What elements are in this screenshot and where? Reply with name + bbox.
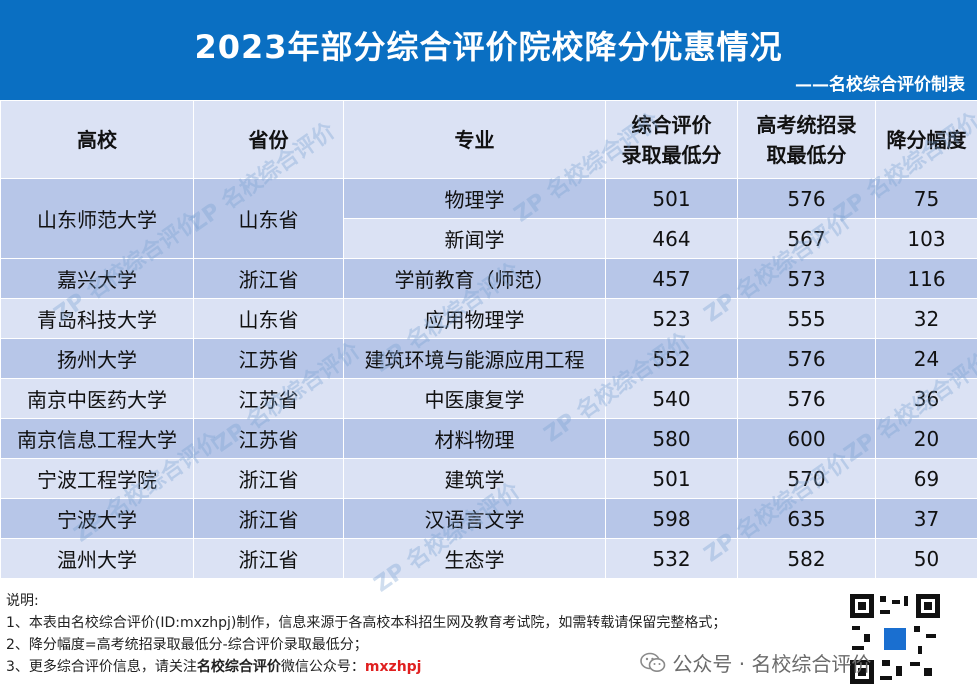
cell-major: 建筑环境与能源应用工程 bbox=[343, 338, 606, 379]
cell-province: 浙江省 bbox=[193, 258, 344, 299]
cell-school: 宁波工程学院 bbox=[0, 458, 194, 499]
cell-gaokao: 576 bbox=[737, 338, 876, 379]
cell-major: 生态学 bbox=[343, 538, 606, 579]
table-row: 宁波工程学院 浙江省 建筑学 501 570 69 bbox=[0, 458, 977, 499]
cell-province: 江苏省 bbox=[193, 378, 344, 419]
cell-gaokao: 600 bbox=[737, 418, 876, 459]
cell-reduction: 36 bbox=[875, 378, 977, 419]
cell-reduction: 69 bbox=[875, 458, 977, 499]
table-row: 青岛科技大学 山东省 应用物理学 523 555 32 bbox=[0, 298, 977, 339]
note-line-2: 2、降分幅度=高考统招录取最低分-综合评价录取最低分； bbox=[6, 637, 368, 653]
table-row: 南京中医药大学 江苏省 中医康复学 540 576 36 bbox=[0, 378, 977, 419]
table-row: 山东师范大学 山东省 物理学 501 576 75 bbox=[0, 178, 977, 259]
header-gaokao-min: 高考统招录 取最低分 bbox=[737, 100, 876, 179]
cell-gaokao: 635 bbox=[737, 498, 876, 539]
cell-comp: 580 bbox=[605, 418, 738, 459]
title-banner: 2023年部分综合评价院校降分优惠情况 ——名校综合评价制表 bbox=[0, 0, 977, 100]
header-province: 省份 bbox=[193, 100, 344, 179]
note-line-1: 1、本表由名校综合评价(ID:mxzhpj)制作，信息来源于各高校本科招生网及教… bbox=[6, 615, 727, 631]
cell-school: 南京信息工程大学 bbox=[0, 418, 194, 459]
table-row: 新闻学 464 567 103 bbox=[1, 218, 977, 259]
table-credit: ——名校综合评价制表 bbox=[795, 75, 965, 95]
cell-comp: 523 bbox=[605, 298, 738, 339]
cell-comp: 532 bbox=[605, 538, 738, 579]
cell-reduction: 75 bbox=[875, 178, 977, 219]
qr-logo bbox=[884, 628, 906, 650]
cell-reduction: 32 bbox=[875, 298, 977, 339]
table-row: 扬州大学 江苏省 建筑环境与能源应用工程 552 576 24 bbox=[0, 338, 977, 379]
cell-comp: 540 bbox=[605, 378, 738, 419]
header-major: 专业 bbox=[343, 100, 606, 179]
cell-reduction: 50 bbox=[875, 538, 977, 579]
note-line-3: 3、更多综合评价信息，请关注名校综合评价微信公众号：mxzhpj bbox=[6, 659, 422, 675]
cell-reduction: 116 bbox=[875, 258, 977, 299]
cell-province: 浙江省 bbox=[193, 458, 344, 499]
cell-school: 扬州大学 bbox=[0, 338, 194, 379]
header-reduction: 降分幅度 bbox=[875, 100, 977, 179]
cell-gaokao: 576 bbox=[737, 178, 876, 219]
notes-heading: 说明: bbox=[6, 593, 39, 609]
qr-code bbox=[850, 594, 940, 684]
cell-comp: 457 bbox=[605, 258, 738, 299]
cell-reduction: 24 bbox=[875, 338, 977, 379]
table-row: 南京信息工程大学 江苏省 材料物理 580 600 20 bbox=[0, 418, 977, 459]
cell-reduction: 20 bbox=[875, 418, 977, 459]
cell-gaokao: 576 bbox=[737, 378, 876, 419]
cell-school: 青岛科技大学 bbox=[0, 298, 194, 339]
cell-school: 山东师范大学 bbox=[0, 178, 194, 259]
cell-school: 宁波大学 bbox=[0, 498, 194, 539]
cell-school: 温州大学 bbox=[0, 538, 194, 579]
cell-major: 中医康复学 bbox=[343, 378, 606, 419]
cell-gaokao: 567 bbox=[737, 218, 876, 259]
cell-major: 建筑学 bbox=[343, 458, 606, 499]
cell-reduction: 37 bbox=[875, 498, 977, 539]
cell-province: 浙江省 bbox=[193, 498, 344, 539]
cell-province: 江苏省 bbox=[193, 338, 344, 379]
table-header-row: 高校 省份 专业 综合评价 录取最低分 高考统招录 取最低分 降分幅度 bbox=[0, 100, 977, 179]
notes: 说明: 1、本表由名校综合评价(ID:mxzhpj)制作，信息来源于各高校本科招… bbox=[6, 590, 726, 678]
table-row: 温州大学 浙江省 生态学 532 582 50 bbox=[0, 538, 977, 579]
cell-major: 汉语言文学 bbox=[343, 498, 606, 539]
discount-table: 高校 省份 专业 综合评价 录取最低分 高考统招录 取最低分 降分幅度 山东师范大学… bbox=[0, 100, 977, 579]
cell-gaokao: 555 bbox=[737, 298, 876, 339]
table-row: 宁波大学 浙江省 汉语言文学 598 635 37 bbox=[0, 498, 977, 539]
cell-province: 山东省 bbox=[193, 298, 344, 339]
page-title: 2023年部分综合评价院校降分优惠情况 bbox=[194, 28, 783, 66]
header-comp-min: 综合评价 录取最低分 bbox=[605, 100, 738, 179]
cell-gaokao: 573 bbox=[737, 258, 876, 299]
cell-gaokao: 570 bbox=[737, 458, 876, 499]
cell-major: 材料物理 bbox=[343, 418, 606, 459]
cell-major: 物理学 bbox=[343, 178, 606, 219]
cell-major: 学前教育（师范） bbox=[343, 258, 606, 299]
cell-major: 应用物理学 bbox=[343, 298, 606, 339]
cell-comp: 598 bbox=[605, 498, 738, 539]
cell-comp: 501 bbox=[605, 178, 738, 219]
cell-province: 山东省 bbox=[193, 178, 344, 259]
cell-major: 新闻学 bbox=[343, 218, 606, 259]
cell-province: 浙江省 bbox=[193, 538, 344, 579]
cell-gaokao: 582 bbox=[737, 538, 876, 579]
cell-comp: 464 bbox=[605, 218, 738, 259]
header-school: 高校 bbox=[0, 100, 194, 179]
cell-comp: 552 bbox=[605, 338, 738, 379]
wechat-account-tag: 公众号 · 名校综合评价 bbox=[640, 648, 871, 677]
table-row: 嘉兴大学 浙江省 学前教育（师范） 457 573 116 bbox=[0, 258, 977, 299]
cell-province: 江苏省 bbox=[193, 418, 344, 459]
cell-comp: 501 bbox=[605, 458, 738, 499]
wechat-icon bbox=[640, 652, 666, 672]
cell-school: 南京中医药大学 bbox=[0, 378, 194, 419]
cell-reduction: 103 bbox=[875, 218, 977, 259]
cell-school: 嘉兴大学 bbox=[0, 258, 194, 299]
